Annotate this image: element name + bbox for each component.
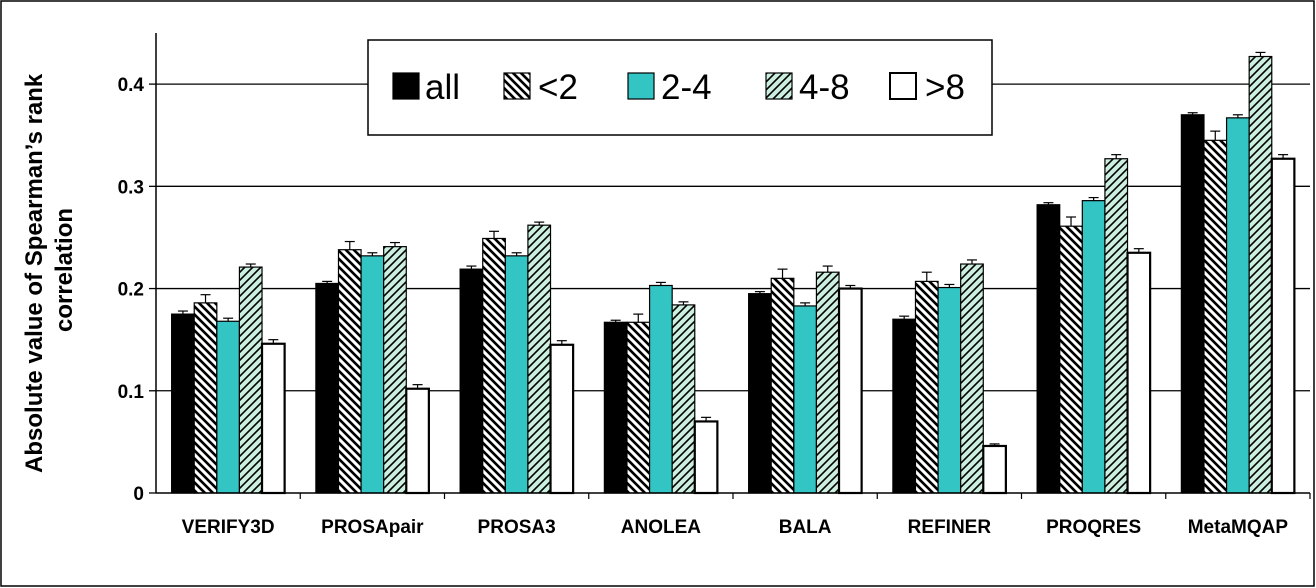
bar-REFINER-all — [892, 318, 917, 494]
bar-REFINER->8 — [982, 444, 1007, 495]
x-tick-label: MetaMQAP — [1188, 517, 1289, 538]
legend-label-gt8: >8 — [925, 68, 965, 107]
bar-ANOLEA-2-4 — [648, 284, 673, 494]
y-axis-label-line-2: correlation — [51, 208, 78, 332]
bar-PROQRES-4-8 — [1104, 158, 1129, 494]
bar-VERIFY3D-<2 — [193, 302, 218, 494]
bar-BALA-all — [748, 293, 772, 494]
bar-PROSApair-<2 — [337, 249, 362, 494]
x-tick-label: REFINER — [908, 517, 992, 538]
bar-PROQRES->8 — [1126, 251, 1152, 495]
legend-label-lt2: <2 — [538, 68, 578, 107]
bar-BALA-2-4 — [793, 305, 818, 494]
bar-PROSA3-all — [459, 268, 484, 494]
bar-MetaMQAP-2-4 — [1225, 117, 1250, 494]
bar-PROSApair-4-8 — [383, 246, 407, 494]
bar-VERIFY3D->8 — [260, 342, 286, 495]
bar-PROSApair-all — [315, 282, 340, 494]
bar-ANOLEA-4-8 — [671, 304, 696, 494]
bar-VERIFY3D-4-8 — [238, 266, 263, 494]
bar-PROSA3->8 — [549, 343, 575, 495]
bar-MetaMQAP-<2 — [1203, 139, 1228, 494]
bar-PROSA3-<2 — [482, 237, 506, 494]
x-tick-label: PROQRES — [1046, 517, 1141, 538]
legend-swatch-2-4 — [627, 72, 655, 100]
x-tick-label: PROSA3 — [478, 517, 556, 538]
axes: 0 0.1 0.2 0.3 0.4 VERIFY3D PROSApair PROSA3 ANOL… — [118, 33, 1311, 538]
x-tick-label: VERIFY3D — [182, 517, 275, 538]
legend-box — [367, 39, 993, 136]
legend-swatch-4-8 — [765, 72, 793, 100]
bar-VERIFY3D-2-4 — [216, 320, 241, 494]
y-axis-label-line-1: Absolute value of Spearman’s rank — [21, 73, 48, 473]
y-tick-label: 0.2 — [118, 280, 144, 301]
bar-PROQRES-all — [1036, 204, 1061, 494]
bar-REFINER-<2 — [914, 280, 939, 494]
bar-BALA->8 — [837, 287, 863, 495]
bars — [171, 51, 1296, 495]
y-tick-label: 0.3 — [118, 177, 144, 198]
bar-ANOLEA-<2 — [626, 321, 651, 494]
legend-swatch-all — [392, 72, 420, 100]
legend-label-4-8: 4-8 — [799, 68, 850, 107]
bar-ANOLEA->8 — [693, 420, 719, 495]
bar-REFINER-2-4 — [937, 286, 962, 494]
y-axis-label: Absolute value of Spearman’s rank correl… — [21, 67, 78, 473]
bar-PROSApair->8 — [405, 387, 430, 495]
x-tick-label: PROSApair — [321, 517, 424, 538]
legend-swatch-lt2 — [503, 72, 531, 100]
legend: all <2 2-4 4-8 >8 — [367, 39, 993, 136]
bar-REFINER-4-8 — [960, 263, 984, 494]
bar-MetaMQAP->8 — [1270, 157, 1296, 495]
y-tick-label: 0.4 — [118, 75, 145, 96]
bar-MetaMQAP-4-8 — [1248, 55, 1273, 494]
bar-BALA-4-8 — [815, 271, 840, 494]
bar-PROSApair-2-4 — [360, 255, 385, 494]
bar-PROQRES-<2 — [1059, 225, 1083, 494]
bar-PROQRES-2-4 — [1081, 200, 1106, 494]
bar-PROSA3-4-8 — [527, 224, 552, 494]
y-tick-label: 0.1 — [118, 382, 145, 403]
legend-label-2-4: 2-4 — [661, 68, 712, 107]
bar-MetaMQAP-all — [1180, 114, 1205, 494]
bar-BALA-<2 — [770, 277, 795, 494]
x-tick-label: ANOLEA — [621, 517, 702, 538]
legend-label-all: all — [425, 68, 460, 107]
y-tick-label: 0 — [133, 484, 144, 505]
x-tick-label: BALA — [779, 517, 832, 538]
bar-ANOLEA-all — [603, 321, 628, 494]
bar-VERIFY3D-all — [171, 313, 195, 494]
bar-PROSA3-2-4 — [504, 255, 529, 494]
legend-swatch-gt8 — [889, 72, 917, 100]
